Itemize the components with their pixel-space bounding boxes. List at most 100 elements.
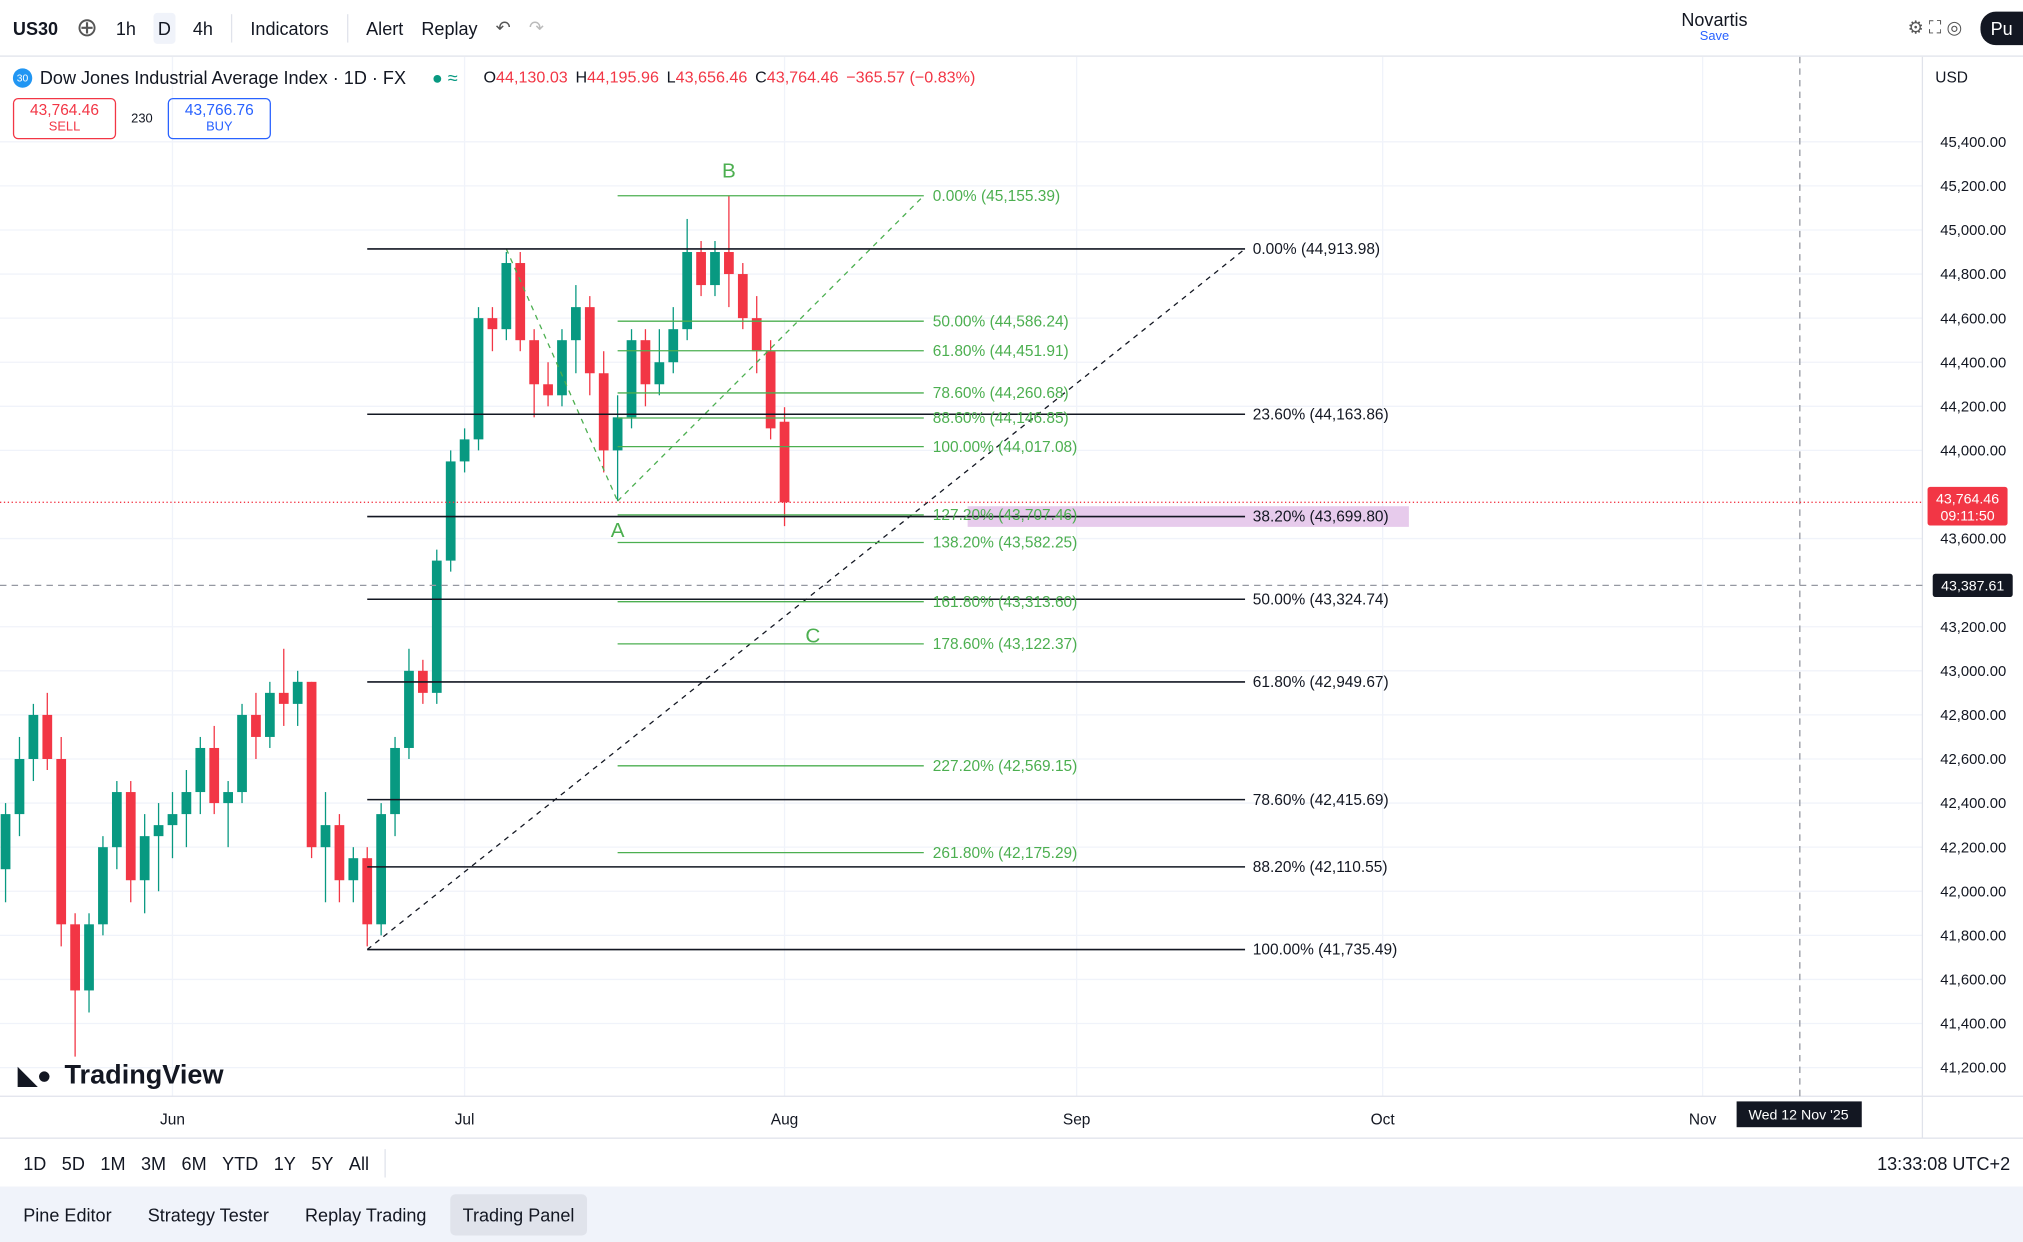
y-tick-label: 45,000.00 xyxy=(1940,223,2006,239)
ohlc-value: 43,656.46 xyxy=(675,68,748,87)
layout-status: Save xyxy=(1699,29,1730,44)
chart: Jun Jul Aug Sep Oct Nov 41,200.00 41,400.00 41,6… xyxy=(0,56,2023,1138)
ohlc: O44,130.03 H44,195.96 L43,656.46 C43,764.46 xyxy=(483,68,838,86)
interval[interactable]: 1h xyxy=(115,17,136,39)
candle-body xyxy=(501,263,512,330)
tab[interactable]: Pine Editor xyxy=(23,1203,112,1225)
y-tick-label: 45,400.00 xyxy=(1940,135,2006,151)
countdown: 09:11:50 xyxy=(1940,508,1994,524)
candle-body xyxy=(251,714,261,737)
range-button[interactable]: 5D xyxy=(61,1152,85,1173)
buy-button[interactable]: 43,766.76 BUY xyxy=(167,98,271,140)
sell-price: 43,764.46 xyxy=(30,100,99,119)
y-tick-label: 41,400.00 xyxy=(1940,1017,2006,1033)
icons[interactable]: ⚙ ⛶ ◎ xyxy=(1907,16,1963,38)
range-button[interactable]: 1Y xyxy=(273,1152,296,1173)
fib-extension-label: 88.60% (44,146.85) xyxy=(933,410,1069,427)
tab[interactable]: Replay Trading xyxy=(304,1203,427,1225)
range-bar: 1D 5D 1M 3M 6M YTD 1Y 5Y All 13:33:08 UTC+2 xyxy=(0,1137,2023,1187)
y-tick-label: 42,800.00 xyxy=(1940,708,2006,724)
buy-label: BUY xyxy=(206,119,233,135)
x-tick-label: Jul xyxy=(455,1112,475,1129)
candle-body xyxy=(376,814,387,925)
ohlc-key: C xyxy=(755,68,767,87)
candle-body xyxy=(98,847,108,925)
range-button[interactable]: 1D xyxy=(23,1152,47,1173)
fib-extension-label: 261.80% (42,175.29) xyxy=(933,845,1078,862)
candle-body xyxy=(431,560,442,693)
add-symbol[interactable]: ⊕ xyxy=(76,14,98,43)
fib-label: 78.60% (42,415.69) xyxy=(1253,792,1389,809)
range-button[interactable]: 1M xyxy=(100,1152,126,1173)
fib-extension-label: 78.60% (44,260.68) xyxy=(933,385,1069,402)
range-button[interactable]: 6M xyxy=(181,1152,207,1173)
y-tick-label: 42,600.00 xyxy=(1940,752,2006,768)
redo[interactable]: ↷ xyxy=(528,16,545,38)
candle-body xyxy=(181,792,192,815)
ohlc-key: H xyxy=(575,68,588,87)
date-tag xyxy=(1736,1101,1862,1128)
fib-label: 0.00% (44,913.98) xyxy=(1253,241,1380,258)
candle-body xyxy=(348,858,359,881)
undo[interactable]: ↶ xyxy=(495,16,511,38)
candle-body xyxy=(765,351,776,429)
alert-button[interactable]: Alert xyxy=(366,17,404,39)
candle-body xyxy=(682,252,693,330)
candle-body xyxy=(0,814,11,870)
fib-label: 88.20% (42,110.55) xyxy=(1253,859,1388,876)
candle-body xyxy=(751,318,762,352)
y-tick-label: 41,800.00 xyxy=(1940,928,2006,944)
top-toolbar: US30 ⊕ 1h D 4h Indicators Alert Replay ↶… xyxy=(0,0,2023,57)
symbol[interactable]: US30 xyxy=(12,17,59,39)
y-tick-label: 42,000.00 xyxy=(1940,884,2006,900)
candle-body xyxy=(70,924,80,991)
crosshair-label: 43,387.61 xyxy=(1941,579,2004,595)
ohlc-item: C43,764.46 xyxy=(755,68,838,86)
candle-body xyxy=(209,747,220,804)
ohlc-value: 44,130.03 xyxy=(496,68,568,87)
x-tick-label: Oct xyxy=(1371,1112,1396,1129)
fib-extension-label: 50.00% (44,586.24) xyxy=(933,313,1069,330)
fib-extension-label: 0.00% (45,155.39) xyxy=(933,188,1060,205)
legend: 30 Dow Jones Industrial Average Index · … xyxy=(12,67,975,88)
candle-body xyxy=(459,439,470,462)
candle-body xyxy=(473,318,484,440)
candle-body xyxy=(153,825,164,837)
indicators-button[interactable]: Indicators xyxy=(250,17,329,39)
candle-body xyxy=(306,681,317,848)
clock: 13:33:08 UTC+2 xyxy=(1877,1152,2011,1173)
candle-body xyxy=(223,792,233,804)
layout-menu[interactable]: Novartis Save xyxy=(1681,10,1747,45)
candle-body xyxy=(139,836,150,881)
candle-body xyxy=(598,373,609,451)
range-button[interactable]: All xyxy=(348,1152,369,1173)
candle-body xyxy=(264,692,275,737)
ohlc-value: 43,764.46 xyxy=(766,68,839,87)
range-button[interactable]: 5Y xyxy=(311,1152,334,1173)
y-tick-label: 42,200.00 xyxy=(1940,840,2006,856)
interval[interactable]: D xyxy=(154,12,175,44)
y-tick-label: 44,800.00 xyxy=(1940,267,2006,283)
candle-body xyxy=(111,792,122,848)
candle-body xyxy=(543,384,553,396)
ohlc-key: L xyxy=(666,68,676,87)
interval[interactable]: 4h xyxy=(192,17,213,39)
sell-button[interactable]: 43,764.46 SELL xyxy=(12,98,117,140)
candle-body xyxy=(195,747,206,793)
tab[interactable]: Trading Panel xyxy=(449,1193,588,1235)
ohlc-key: O xyxy=(483,68,497,87)
wave-point: C xyxy=(805,625,820,648)
replay-button[interactable]: Replay xyxy=(421,17,478,39)
tab[interactable]: Strategy Tester xyxy=(147,1203,269,1225)
publish-button[interactable]: Pu xyxy=(1980,10,2023,45)
range-button[interactable]: YTD xyxy=(222,1152,259,1173)
ohlc-item: L43,656.46 xyxy=(667,68,748,86)
crosshair-tag xyxy=(1932,573,2013,597)
range-button[interactable]: 3M xyxy=(140,1152,167,1173)
y-tick-label: 42,400.00 xyxy=(1940,796,2006,812)
candle-body xyxy=(779,421,790,503)
currency[interactable]: USD xyxy=(1935,68,1968,87)
y-tick-label: 45,200.00 xyxy=(1940,179,2006,195)
candle-body xyxy=(612,417,623,451)
candle-body xyxy=(584,307,595,374)
